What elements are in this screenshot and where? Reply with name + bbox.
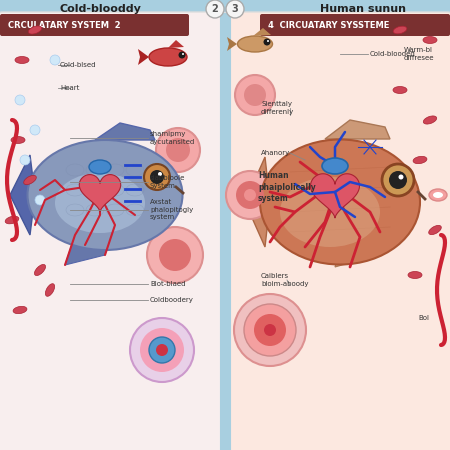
Ellipse shape bbox=[429, 189, 447, 201]
Text: Cold-blsed: Cold-blsed bbox=[60, 62, 96, 68]
Polygon shape bbox=[310, 174, 360, 218]
Ellipse shape bbox=[393, 26, 407, 34]
FancyBboxPatch shape bbox=[260, 14, 450, 36]
Text: Sienttaly
differenly: Sienttaly differenly bbox=[261, 101, 294, 115]
Polygon shape bbox=[245, 157, 270, 247]
Polygon shape bbox=[65, 235, 110, 265]
Text: siabbioole
System: siabbioole System bbox=[150, 175, 185, 189]
Circle shape bbox=[158, 172, 162, 176]
Circle shape bbox=[226, 0, 244, 18]
Ellipse shape bbox=[413, 156, 427, 164]
Polygon shape bbox=[325, 120, 390, 139]
Circle shape bbox=[150, 170, 164, 184]
Ellipse shape bbox=[28, 26, 42, 34]
Text: Heart: Heart bbox=[60, 85, 79, 91]
Bar bbox=[0, 0, 450, 20]
Text: Human sunun: Human sunun bbox=[320, 4, 406, 14]
Circle shape bbox=[226, 171, 274, 219]
Circle shape bbox=[264, 39, 270, 45]
Polygon shape bbox=[168, 40, 184, 48]
Polygon shape bbox=[10, 155, 35, 235]
Circle shape bbox=[399, 175, 404, 180]
Ellipse shape bbox=[89, 160, 111, 174]
Ellipse shape bbox=[45, 284, 54, 296]
Circle shape bbox=[382, 164, 414, 196]
Circle shape bbox=[236, 181, 264, 209]
Circle shape bbox=[234, 294, 306, 366]
Text: 4  CIRCUATARY SYSSTEME: 4 CIRCUATARY SYSSTEME bbox=[268, 21, 389, 30]
Circle shape bbox=[182, 53, 184, 55]
Ellipse shape bbox=[11, 136, 25, 144]
Circle shape bbox=[20, 155, 30, 165]
Circle shape bbox=[206, 0, 224, 18]
Text: Caiblers
bloim-aboody: Caiblers bloim-aboody bbox=[261, 273, 309, 287]
Circle shape bbox=[179, 51, 185, 59]
Text: Blot-blaed: Blot-blaed bbox=[150, 281, 185, 287]
Text: 3: 3 bbox=[232, 4, 238, 14]
Circle shape bbox=[149, 337, 175, 363]
FancyBboxPatch shape bbox=[224, 12, 450, 450]
Circle shape bbox=[140, 328, 184, 372]
Ellipse shape bbox=[238, 36, 273, 52]
Circle shape bbox=[35, 195, 45, 205]
Circle shape bbox=[389, 171, 407, 189]
Ellipse shape bbox=[13, 306, 27, 314]
Circle shape bbox=[267, 40, 269, 42]
Circle shape bbox=[156, 344, 168, 356]
Text: 2: 2 bbox=[212, 4, 218, 14]
Ellipse shape bbox=[322, 158, 348, 174]
FancyBboxPatch shape bbox=[0, 12, 226, 450]
Ellipse shape bbox=[24, 176, 36, 184]
Text: Coldboodery: Coldboodery bbox=[150, 297, 194, 303]
Circle shape bbox=[15, 95, 25, 105]
Circle shape bbox=[166, 138, 190, 162]
Circle shape bbox=[156, 128, 200, 172]
Polygon shape bbox=[95, 123, 155, 140]
Ellipse shape bbox=[5, 216, 19, 224]
Text: Bol: Bol bbox=[418, 315, 429, 321]
Text: Cold-blooded: Cold-blooded bbox=[370, 51, 416, 57]
Circle shape bbox=[235, 75, 275, 115]
Ellipse shape bbox=[55, 173, 145, 233]
Ellipse shape bbox=[423, 36, 437, 44]
Circle shape bbox=[144, 164, 170, 190]
Circle shape bbox=[130, 318, 194, 382]
Text: Cold-blooddy: Cold-blooddy bbox=[60, 4, 142, 14]
Ellipse shape bbox=[149, 48, 187, 66]
Polygon shape bbox=[227, 37, 237, 51]
Text: Warm-bl
diffresee: Warm-bl diffresee bbox=[404, 48, 435, 60]
Ellipse shape bbox=[408, 271, 422, 279]
Text: Human
phaiplolically
system: Human phaiplolically system bbox=[258, 171, 316, 202]
Ellipse shape bbox=[429, 225, 441, 234]
Ellipse shape bbox=[15, 57, 29, 63]
Polygon shape bbox=[100, 215, 135, 250]
Ellipse shape bbox=[35, 265, 45, 275]
Ellipse shape bbox=[393, 86, 407, 94]
Ellipse shape bbox=[27, 140, 183, 250]
Circle shape bbox=[264, 324, 276, 336]
Text: shamipmy
aycutansited: shamipmy aycutansited bbox=[150, 131, 195, 145]
Polygon shape bbox=[138, 49, 149, 65]
Circle shape bbox=[254, 314, 286, 346]
Ellipse shape bbox=[260, 140, 420, 265]
FancyBboxPatch shape bbox=[0, 14, 189, 36]
Circle shape bbox=[244, 189, 256, 201]
Circle shape bbox=[147, 227, 203, 283]
Text: CRCULATARY SYSTEM  2: CRCULATARY SYSTEM 2 bbox=[8, 21, 121, 30]
Ellipse shape bbox=[280, 177, 380, 247]
Ellipse shape bbox=[433, 192, 443, 198]
Ellipse shape bbox=[423, 116, 436, 124]
Circle shape bbox=[244, 304, 296, 356]
Polygon shape bbox=[335, 227, 375, 267]
Polygon shape bbox=[253, 28, 271, 36]
Circle shape bbox=[50, 55, 60, 65]
Polygon shape bbox=[79, 175, 121, 212]
Circle shape bbox=[159, 239, 191, 271]
Circle shape bbox=[30, 125, 40, 135]
Text: Axstat
phalopitogly
system: Axstat phalopitogly system bbox=[150, 199, 193, 220]
Circle shape bbox=[244, 84, 266, 106]
Text: Ahanory: Ahanory bbox=[261, 150, 290, 156]
